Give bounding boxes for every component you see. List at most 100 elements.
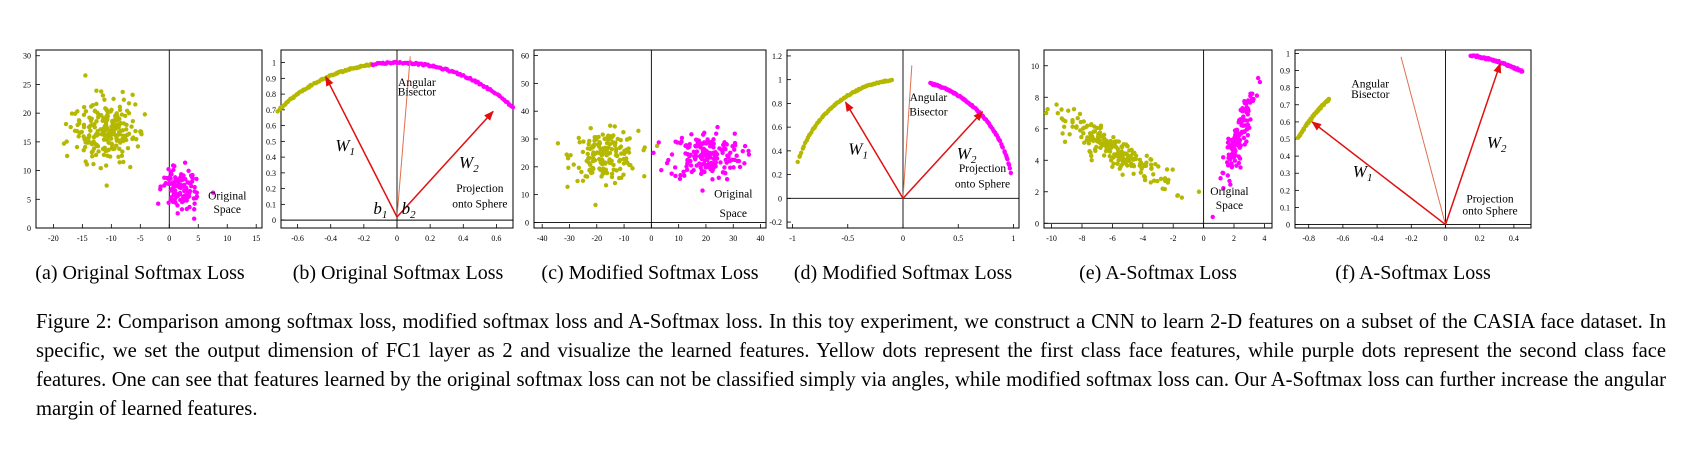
data-point [1120, 172, 1125, 177]
data-point [106, 147, 111, 153]
data-point [1233, 136, 1238, 142]
data-point [1248, 91, 1253, 96]
data-point [120, 128, 126, 133]
x-tick-label: 0.4 [458, 234, 468, 243]
x-tick-label: -10 [106, 234, 117, 243]
data-point [105, 114, 110, 119]
data-point [682, 173, 687, 178]
data-point [577, 140, 582, 145]
data-point [1090, 135, 1095, 140]
y-tick-label: 0.8 [266, 90, 276, 99]
data-point [724, 176, 730, 182]
y-tick-label: 20 [521, 163, 529, 172]
data-point [1082, 140, 1087, 145]
y-tick-label: 0.2 [1280, 186, 1290, 195]
data-point [120, 89, 125, 95]
data-point [1139, 166, 1144, 171]
x-tick-label: 1 [1011, 234, 1015, 243]
y-tick-label: 30 [23, 52, 31, 61]
data-point [1060, 131, 1065, 136]
data-point [1227, 178, 1232, 184]
data-point [1131, 162, 1136, 168]
data-point [166, 177, 172, 182]
data-point [742, 143, 748, 149]
x-tick-label: 0.2 [425, 234, 435, 243]
data-point [117, 160, 122, 165]
data-point [711, 145, 716, 150]
data-point [103, 127, 108, 133]
data-point [1142, 177, 1148, 183]
data-point [125, 145, 131, 151]
data-point [1127, 155, 1133, 160]
data-point [596, 156, 602, 162]
data-point [681, 169, 686, 174]
x-tick-label: 10 [675, 234, 683, 243]
data-point [1098, 145, 1103, 150]
data-point [1148, 162, 1154, 167]
data-point [191, 216, 197, 221]
data-point [1125, 143, 1130, 149]
data-point [1006, 162, 1012, 167]
series-class2 [651, 124, 752, 193]
data-point [1008, 170, 1014, 176]
data-point [1059, 107, 1064, 112]
data-point [1228, 182, 1233, 187]
data-point [94, 101, 99, 107]
x-tick-label: -0.4 [324, 234, 337, 243]
data-point [106, 140, 111, 145]
data-point [588, 145, 594, 151]
x-tick-label: 0.4 [1509, 234, 1519, 243]
data-point [630, 166, 635, 171]
data-point [595, 142, 601, 147]
data-point [722, 165, 727, 170]
annotation-text: Bisector [398, 87, 436, 99]
annotation-text: Space [720, 208, 747, 220]
data-point [126, 101, 132, 106]
data-point [64, 153, 70, 159]
data-point [1137, 162, 1143, 167]
y-tick-label: 0.4 [772, 147, 782, 156]
data-point [702, 130, 707, 135]
data-point [210, 190, 216, 195]
y-tick-label: 0.4 [266, 153, 276, 162]
data-point [746, 148, 751, 154]
data-point [1119, 152, 1124, 158]
data-point [81, 104, 87, 110]
data-point [1075, 115, 1080, 121]
data-point [1103, 142, 1108, 148]
annotation-text: Projection [1466, 193, 1514, 205]
x-tick-label: 2 [1232, 234, 1236, 243]
data-point [659, 167, 664, 173]
data-point [1070, 117, 1075, 123]
y-tick-label: 0.3 [1280, 169, 1290, 178]
data-point [116, 154, 121, 159]
data-point [677, 176, 683, 182]
data-point [599, 174, 604, 179]
data-point [705, 137, 710, 142]
data-point [1131, 171, 1136, 176]
y-tick-label: 10 [1031, 62, 1039, 71]
data-point [1085, 123, 1090, 128]
data-point [172, 182, 177, 187]
series-class2 [155, 160, 216, 221]
data-point [1120, 161, 1125, 167]
x-tick-label: 10 [223, 234, 231, 243]
data-point [63, 121, 69, 127]
data-point [1156, 164, 1161, 169]
data-point [728, 165, 733, 170]
data-point [77, 118, 82, 124]
data-point [1196, 189, 1202, 194]
data-point [576, 165, 582, 171]
data-point [715, 124, 720, 130]
data-point [1115, 146, 1121, 152]
data-point [716, 175, 722, 181]
data-point [684, 167, 690, 173]
annotation-text: Angular [398, 77, 436, 89]
data-point [1094, 144, 1099, 150]
annotation-text: Original [1210, 186, 1248, 198]
data-point [117, 146, 122, 152]
data-point [128, 164, 133, 170]
data-point [84, 162, 90, 167]
data-point [1081, 131, 1086, 136]
data-point [1242, 129, 1247, 134]
